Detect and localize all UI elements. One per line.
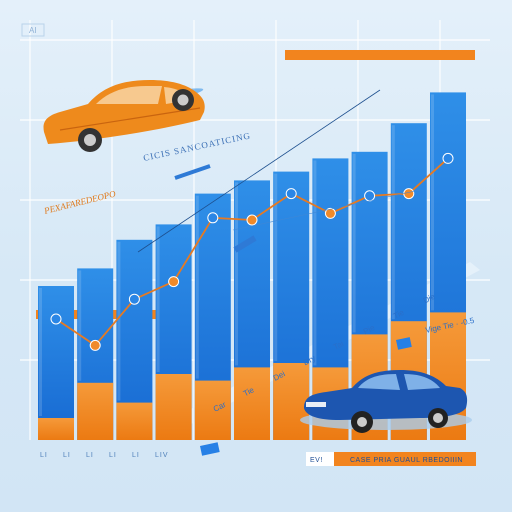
bar-orange bbox=[77, 382, 114, 440]
chart-subtitle: CICIS SANCOATICING bbox=[142, 130, 251, 163]
bar-orange bbox=[155, 374, 192, 440]
line-point bbox=[246, 214, 258, 226]
diagonal-label: Tai bbox=[332, 339, 345, 352]
bar-highlight bbox=[39, 288, 42, 416]
bar-highlight bbox=[235, 182, 238, 366]
corner-label: AI bbox=[29, 26, 37, 35]
bar-highlight bbox=[156, 226, 160, 372]
x-tick-label: LI bbox=[63, 452, 71, 459]
line-point bbox=[89, 339, 101, 351]
bar-highlight bbox=[391, 125, 395, 320]
line-point bbox=[285, 188, 297, 200]
orange-car-icon bbox=[43, 80, 205, 152]
x-tick-labels: LI LI LI LI LI LIV bbox=[40, 452, 169, 459]
x-tick-label: LI bbox=[109, 452, 117, 459]
x-tick-label: LIV bbox=[155, 452, 169, 459]
decor-diagonal-line bbox=[137, 89, 381, 253]
line-point bbox=[168, 276, 180, 288]
bar-orange bbox=[234, 367, 270, 440]
decor-thin-line bbox=[232, 189, 421, 231]
bar-orange bbox=[38, 418, 74, 440]
line-point bbox=[128, 293, 140, 305]
x-tick-label: LI bbox=[132, 452, 140, 459]
bar-orange bbox=[116, 402, 153, 440]
line-point bbox=[207, 212, 219, 224]
bar-orange bbox=[273, 363, 310, 440]
footer-prefix: EV! bbox=[310, 457, 323, 464]
line-point bbox=[442, 152, 454, 164]
bar-highlight bbox=[78, 270, 82, 381]
bar-highlight bbox=[431, 94, 434, 311]
top-banner-bar bbox=[285, 50, 475, 60]
x-tick-label: LI bbox=[86, 452, 94, 459]
bar-highlight bbox=[274, 173, 278, 361]
corner-badge: AI bbox=[21, 23, 45, 37]
chart-title: PEXAFAREDEOPO bbox=[42, 188, 117, 216]
line-point bbox=[364, 190, 376, 202]
blue-car-icon bbox=[300, 370, 472, 433]
decor-dash bbox=[233, 235, 257, 253]
footer-text: CASE PRIA GUAUL RBEDOIIIN bbox=[350, 457, 463, 464]
bar-highlight bbox=[117, 241, 121, 401]
trend-line-group bbox=[50, 152, 454, 351]
bar-highlight bbox=[313, 160, 317, 366]
bar-highlight bbox=[195, 195, 199, 379]
note-swatch bbox=[396, 337, 412, 350]
line-point bbox=[50, 313, 62, 325]
x-tick-label: LI bbox=[40, 452, 48, 459]
bar-blue bbox=[38, 286, 74, 440]
bottom-swatch bbox=[200, 442, 220, 456]
bar-orange bbox=[194, 380, 231, 440]
line-point bbox=[324, 207, 336, 219]
line-point bbox=[403, 188, 415, 200]
decor-dash-2 bbox=[174, 164, 211, 180]
bar-highlight bbox=[352, 153, 356, 333]
footer-strip: EV! CASE PRIA GUAUL RBEDOIIIN bbox=[306, 452, 476, 466]
